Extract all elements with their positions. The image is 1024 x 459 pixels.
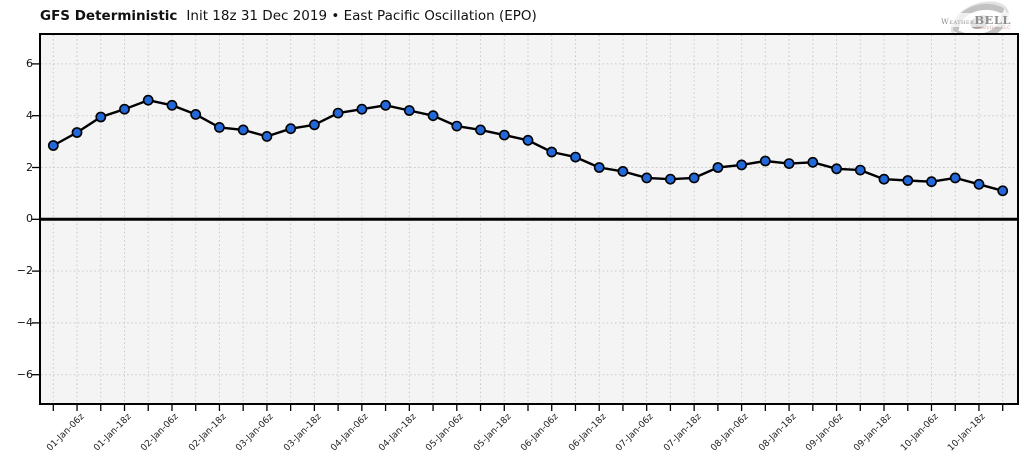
epo-line-chart	[32, 35, 1017, 411]
data-point-marker	[712, 162, 724, 173]
x-tick-label: 03-Jan-06z	[234, 412, 276, 454]
data-point-marker	[451, 120, 463, 132]
x-tick-label: 04-Jan-06z	[329, 412, 371, 454]
data-point-marker	[522, 134, 534, 146]
chart-title: GFS Deterministic Init 18z 31 Dec 2019 • …	[40, 8, 537, 24]
data-point-marker	[736, 159, 747, 171]
chart-title-subtitle: Init 18z 31 Dec 2019 • East Pacific Osci…	[186, 8, 537, 24]
x-tick-label: 02-Jan-06z	[139, 412, 182, 454]
data-point-marker	[356, 103, 368, 115]
chart-title-model: GFS Deterministic	[40, 8, 178, 24]
data-point-marker	[546, 146, 558, 158]
data-point-marker	[332, 107, 344, 119]
data-point-marker	[166, 99, 178, 111]
data-point-marker	[949, 172, 961, 184]
data-point-marker	[95, 111, 107, 123]
x-tick-label: 08-Jan-06z	[709, 412, 751, 454]
y-tick-label: 0	[26, 212, 33, 226]
data-point-marker	[878, 173, 890, 185]
data-point-marker	[854, 164, 866, 176]
y-tick-label: 2	[26, 160, 33, 174]
data-point-marker	[902, 175, 914, 186]
data-point-marker	[641, 172, 653, 184]
x-tick-label: 10-Jan-06z	[899, 412, 941, 454]
data-point-marker	[119, 103, 130, 115]
y-tick-label: −2	[16, 264, 33, 278]
y-tick-label: −4	[16, 315, 33, 329]
data-point-marker	[688, 172, 700, 184]
data-point-marker	[142, 94, 154, 106]
data-point-marker	[190, 109, 202, 120]
x-tick-label: 01-Jan-06z	[44, 412, 87, 454]
data-point-marker	[47, 140, 59, 151]
x-tick-label: 01-Jan-18z	[92, 412, 134, 454]
data-point-marker	[807, 156, 819, 168]
chart-plot-area	[32, 33, 1019, 411]
y-tick-label: −6	[16, 367, 33, 381]
data-point-marker	[997, 185, 1009, 197]
data-point-marker	[237, 124, 249, 136]
y-tick-label: 6	[26, 56, 33, 70]
x-tick-label: 03-Jan-18z	[282, 412, 324, 454]
data-point-marker	[71, 127, 83, 138]
weatherbell-logo-text: WeatherBELL	[940, 13, 1012, 27]
x-tick-label: 06-Jan-18z	[566, 412, 609, 454]
y-tick-label: 4	[26, 108, 33, 122]
data-point-marker	[380, 99, 391, 111]
x-tick-label: 02-Jan-18z	[187, 412, 229, 454]
data-point-marker	[973, 178, 985, 190]
data-point-marker	[475, 124, 486, 136]
logo-bell-label: BELL	[974, 13, 1011, 27]
x-tick-label: 07-Jan-18z	[661, 412, 704, 454]
data-point-marker	[783, 158, 795, 170]
data-point-marker	[308, 119, 320, 131]
data-point-marker	[665, 173, 676, 185]
data-point-marker	[261, 131, 273, 142]
x-tick-label: 05-Jan-06z	[424, 412, 466, 454]
logo-weather-label: Weather	[941, 17, 975, 26]
x-tick-label: 10-Jan-18z	[946, 412, 989, 454]
data-point-marker	[926, 176, 937, 188]
data-point-marker	[213, 122, 225, 133]
x-tick-label: 05-Jan-18z	[471, 412, 514, 454]
data-point-marker	[617, 165, 629, 177]
data-point-marker	[498, 129, 510, 141]
data-point-marker	[570, 151, 581, 163]
data-point-marker	[831, 163, 842, 175]
data-point-marker	[593, 162, 605, 173]
x-tick-label: 08-Jan-18z	[756, 412, 799, 454]
x-tick-label: 09-Jan-06z	[804, 412, 846, 454]
data-point-marker	[285, 123, 297, 135]
data-point-marker	[759, 155, 771, 167]
x-tick-label: 04-Jan-18z	[377, 412, 419, 454]
x-tick-label: 09-Jan-18z	[851, 412, 894, 454]
logo-subtext: Analytics LLC	[975, 26, 1011, 31]
data-point-marker	[427, 110, 439, 122]
x-tick-label: 07-Jan-06z	[614, 412, 656, 454]
data-point-marker	[403, 105, 415, 116]
x-tick-label: 06-Jan-06z	[519, 412, 561, 454]
